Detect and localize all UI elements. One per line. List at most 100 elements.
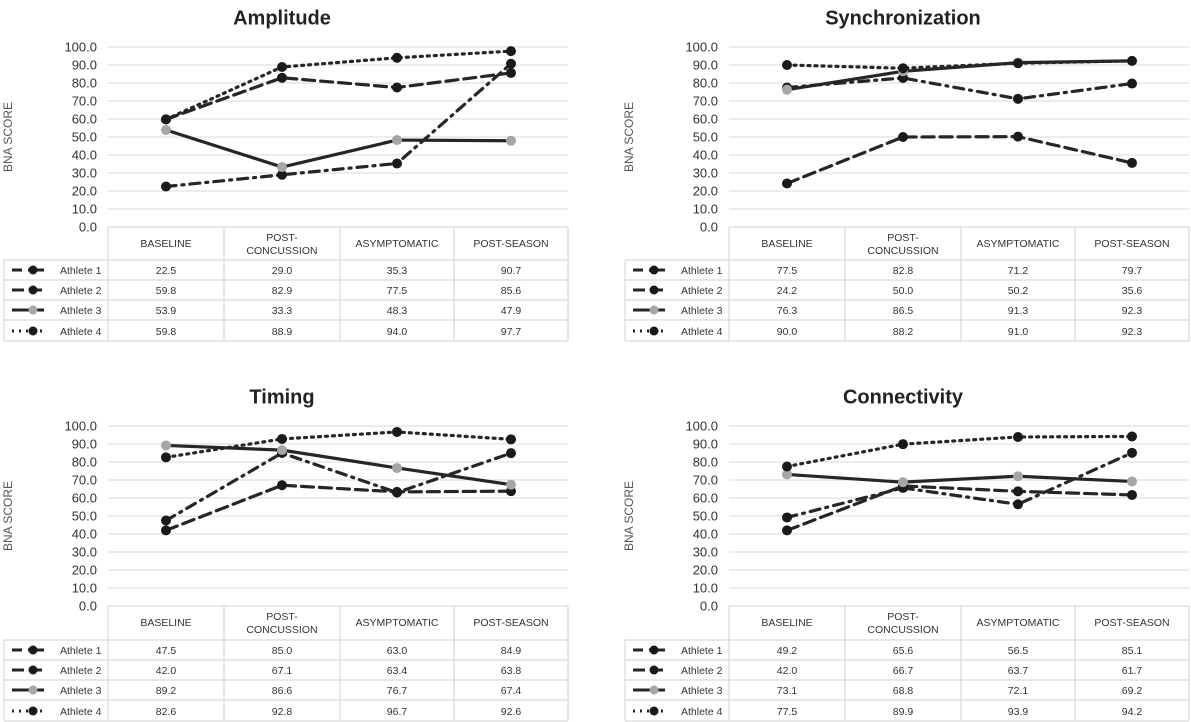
table-cell-value: 65.6 bbox=[893, 645, 914, 657]
y-tick-label: 10.0 bbox=[72, 202, 97, 217]
legend-key-marker bbox=[28, 285, 38, 295]
table-cell-value: 29.0 bbox=[272, 265, 293, 277]
data-point bbox=[277, 445, 287, 456]
series-line-athlete-1 bbox=[164, 62, 513, 189]
table-cell-value: 61.7 bbox=[1122, 665, 1143, 677]
data-point bbox=[1127, 476, 1137, 487]
data-point bbox=[782, 512, 792, 523]
legend-label: Athlete 4 bbox=[60, 326, 102, 338]
table-cell-value: 92.8 bbox=[272, 706, 293, 718]
table-cell-value: 94.2 bbox=[1122, 706, 1143, 718]
table-cell-value: 50.0 bbox=[893, 285, 914, 297]
data-point bbox=[898, 439, 908, 450]
data-point bbox=[392, 426, 402, 437]
chart-panel-timing: Timing BNA SCORE 0.0 10.0 20.0 30.0 40.0 50.0 60… bbox=[1, 386, 569, 722]
data-point bbox=[161, 525, 171, 536]
legend-label: Athlete 1 bbox=[60, 265, 102, 277]
y-axis-label: BNA SCORE bbox=[622, 102, 636, 172]
data-point bbox=[392, 462, 402, 473]
table-cell-value: 42.0 bbox=[777, 665, 798, 677]
legend-label: Athlete 3 bbox=[60, 685, 102, 697]
data-point bbox=[782, 525, 792, 536]
series-line-athlete-4 bbox=[164, 49, 513, 121]
y-tick-label: 100.0 bbox=[64, 40, 97, 55]
table-cell-value: 53.9 bbox=[156, 305, 177, 317]
table-cell-value: 63.0 bbox=[387, 645, 408, 657]
legend-key-marker bbox=[28, 685, 38, 695]
table-cell-value: 67.4 bbox=[501, 685, 522, 697]
legend-key-marker bbox=[649, 706, 659, 716]
table-cell-value: 71.2 bbox=[1008, 265, 1029, 277]
y-tick-label: 10.0 bbox=[693, 581, 718, 596]
y-tick-label: 50.0 bbox=[72, 130, 97, 145]
legend-key-marker bbox=[649, 265, 659, 275]
column-header: CONCUSSION bbox=[867, 245, 938, 257]
data-point bbox=[277, 61, 287, 72]
table-cell-value: 48.3 bbox=[387, 305, 408, 317]
column-header: POST- bbox=[266, 232, 298, 244]
column-header: POST-SEASON bbox=[1094, 238, 1169, 250]
series-line-athlete-2 bbox=[164, 483, 513, 533]
column-header: BASELINE bbox=[761, 238, 812, 250]
series-line-athlete-1 bbox=[785, 451, 1134, 520]
legend-label: Athlete 1 bbox=[60, 645, 102, 657]
table-cell-value: 92.6 bbox=[501, 706, 522, 718]
legend-key-marker bbox=[28, 665, 38, 675]
data-point bbox=[392, 486, 402, 497]
table-cell-value: 67.1 bbox=[272, 665, 293, 677]
data-point bbox=[1013, 471, 1023, 482]
chart-title: Connectivity bbox=[843, 386, 964, 408]
table-cell-value: 63.4 bbox=[387, 665, 408, 677]
data-point bbox=[161, 515, 171, 526]
table-cell-value: 35.6 bbox=[1122, 285, 1143, 297]
data-point bbox=[782, 84, 792, 95]
table-cell-value: 76.3 bbox=[777, 305, 798, 317]
y-tick-label: 0.0 bbox=[79, 220, 97, 235]
series-line-athlete-1 bbox=[164, 451, 513, 523]
series-line-athlete-2 bbox=[164, 71, 513, 121]
y-tick-label: 0.0 bbox=[79, 599, 97, 614]
legend-label: Athlete 3 bbox=[681, 685, 723, 697]
table-cell-value: 94.0 bbox=[387, 326, 408, 338]
data-point bbox=[1127, 78, 1137, 89]
legend-label: Athlete 2 bbox=[60, 285, 102, 297]
y-tick-label: 20.0 bbox=[693, 184, 718, 199]
table-cell-value: 77.5 bbox=[387, 285, 408, 297]
column-header: ASYMPTOMATIC bbox=[976, 238, 1059, 250]
table-cell-value: 86.6 bbox=[272, 685, 293, 697]
legend-label: Athlete 1 bbox=[681, 645, 723, 657]
data-point bbox=[1013, 431, 1023, 442]
table-cell-value: 96.7 bbox=[387, 706, 408, 718]
series-line-athlete-4 bbox=[785, 434, 1134, 469]
y-tick-label: 60.0 bbox=[72, 112, 97, 127]
y-tick-label: 80.0 bbox=[72, 76, 97, 91]
column-header: ASYMPTOMATIC bbox=[976, 617, 1059, 629]
table-cell-value: 90.0 bbox=[777, 326, 798, 338]
data-point bbox=[161, 114, 171, 125]
table-cell-value: 47.9 bbox=[501, 305, 522, 317]
legend-key-marker bbox=[649, 665, 659, 675]
chart-panel-connectivity: Connectivity BNA SCORE 0.0 10.0 20.0 30.0 40.0… bbox=[622, 386, 1190, 722]
series-line-athlete-4 bbox=[164, 430, 513, 459]
y-tick-label: 60.0 bbox=[693, 112, 718, 127]
table-cell-value: 90.7 bbox=[501, 265, 522, 277]
data-point bbox=[1013, 93, 1023, 104]
table-cell-value: 85.1 bbox=[1122, 645, 1143, 657]
chart-panel-amplitude: Amplitude BNA SCORE 0.0 10.0 20.0 30.0 40.0 50.… bbox=[1, 7, 569, 342]
y-tick-label: 30.0 bbox=[72, 545, 97, 560]
legend-label: Athlete 4 bbox=[60, 706, 102, 718]
legend-label: Athlete 3 bbox=[60, 305, 102, 317]
data-point bbox=[506, 67, 516, 78]
y-tick-label: 40.0 bbox=[693, 527, 718, 542]
data-point bbox=[506, 58, 516, 69]
y-tick-label: 90.0 bbox=[693, 437, 718, 452]
column-header: ASYMPTOMATIC bbox=[355, 238, 438, 250]
y-tick-label: 50.0 bbox=[72, 509, 97, 524]
y-tick-label: 40.0 bbox=[72, 148, 97, 163]
data-point bbox=[782, 461, 792, 472]
y-tick-label: 30.0 bbox=[693, 166, 718, 181]
data-point bbox=[506, 135, 516, 146]
legend-key-marker bbox=[28, 706, 38, 716]
table-cell-value: 85.6 bbox=[501, 285, 522, 297]
series-line-athlete-3 bbox=[164, 443, 513, 487]
